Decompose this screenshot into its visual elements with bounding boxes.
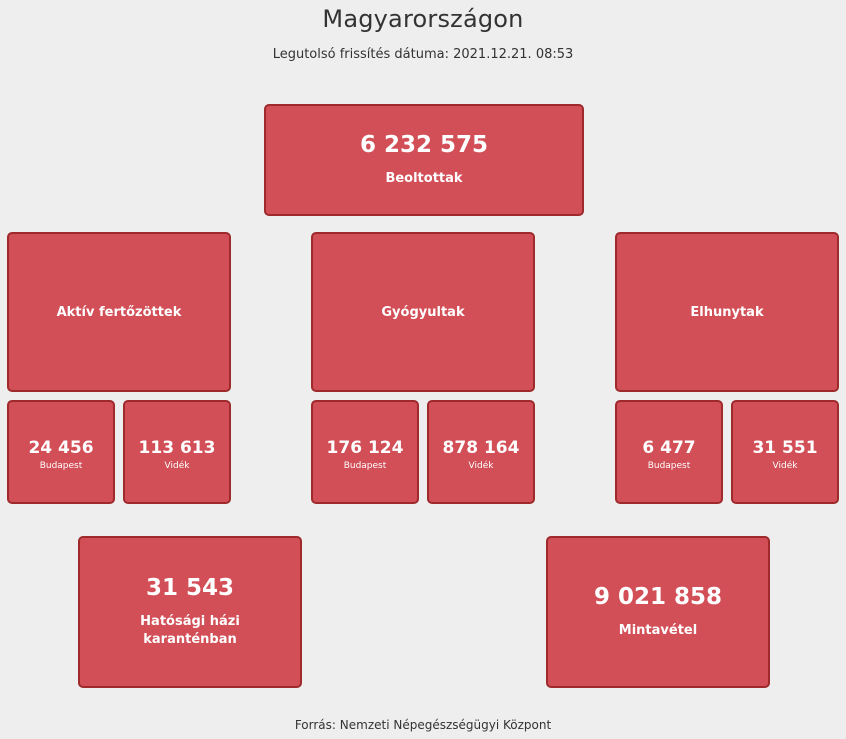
vaccinated-value: 6 232 575 bbox=[359, 131, 489, 158]
active-videk-card: 113 613 Vidék bbox=[123, 400, 231, 504]
deceased-videk-label: Vidék bbox=[772, 461, 798, 472]
quarantine-card: 31 543 Hatósági házi karanténban bbox=[78, 536, 302, 688]
recovered-budapest-value: 176 124 bbox=[326, 437, 404, 458]
active-videk-label: Vidék bbox=[164, 461, 190, 472]
quarantine-value: 31 543 bbox=[145, 574, 235, 601]
active-budapest-card: 24 456 Budapest bbox=[7, 400, 115, 504]
recovered-card: Gyógyultak bbox=[311, 232, 535, 392]
quarantine-label: Hatósági házi karanténban bbox=[140, 614, 240, 647]
recovered-budapest-label: Budapest bbox=[343, 461, 387, 472]
samples-card: 9 021 858 Mintavétel bbox=[546, 536, 770, 688]
samples-label: Mintavétel bbox=[618, 622, 698, 638]
source-footer: Forrás: Nemzeti Népegészségügyi Központ bbox=[294, 718, 552, 732]
vaccinated-label: Beoltottak bbox=[385, 170, 463, 186]
deceased-videk-card: 31 551 Vidék bbox=[731, 400, 839, 504]
deceased-videk-value: 31 551 bbox=[752, 437, 818, 458]
recovered-videk-label: Vidék bbox=[468, 461, 494, 472]
active-budapest-value: 24 456 bbox=[28, 437, 94, 458]
active-budapest-label: Budapest bbox=[39, 461, 83, 472]
active-videk-value: 113 613 bbox=[138, 437, 216, 458]
samples-value: 9 021 858 bbox=[593, 583, 723, 610]
recovered-label: Gyógyultak bbox=[381, 304, 465, 320]
recovered-videk-value: 878 164 bbox=[442, 437, 520, 458]
vaccinated-card: 6 232 575 Beoltottak bbox=[264, 104, 584, 216]
active-infected-label: Aktív fertőzöttek bbox=[56, 304, 182, 320]
deceased-budapest-value: 6 477 bbox=[642, 437, 696, 458]
last-updated-text: Legutolsó frissítés dátuma: 2021.12.21. … bbox=[272, 47, 574, 62]
recovered-budapest-card: 176 124 Budapest bbox=[311, 400, 419, 504]
deceased-budapest-card: 6 477 Budapest bbox=[615, 400, 723, 504]
deceased-budapest-label: Budapest bbox=[647, 461, 691, 472]
page-title: Magyarországon bbox=[322, 5, 524, 33]
deceased-label: Elhunytak bbox=[690, 304, 764, 320]
active-infected-card: Aktív fertőzöttek bbox=[7, 232, 231, 392]
deceased-card: Elhunytak bbox=[615, 232, 839, 392]
recovered-videk-card: 878 164 Vidék bbox=[427, 400, 535, 504]
